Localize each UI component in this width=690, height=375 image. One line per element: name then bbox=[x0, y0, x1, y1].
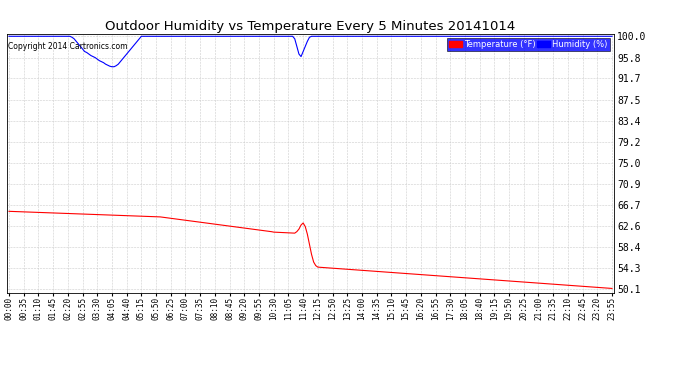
Legend: Temperature (°F), Humidity (%): Temperature (°F), Humidity (%) bbox=[447, 38, 610, 51]
Text: Copyright 2014 Cartronics.com: Copyright 2014 Cartronics.com bbox=[8, 42, 128, 51]
Title: Outdoor Humidity vs Temperature Every 5 Minutes 20141014: Outdoor Humidity vs Temperature Every 5 … bbox=[106, 20, 515, 33]
